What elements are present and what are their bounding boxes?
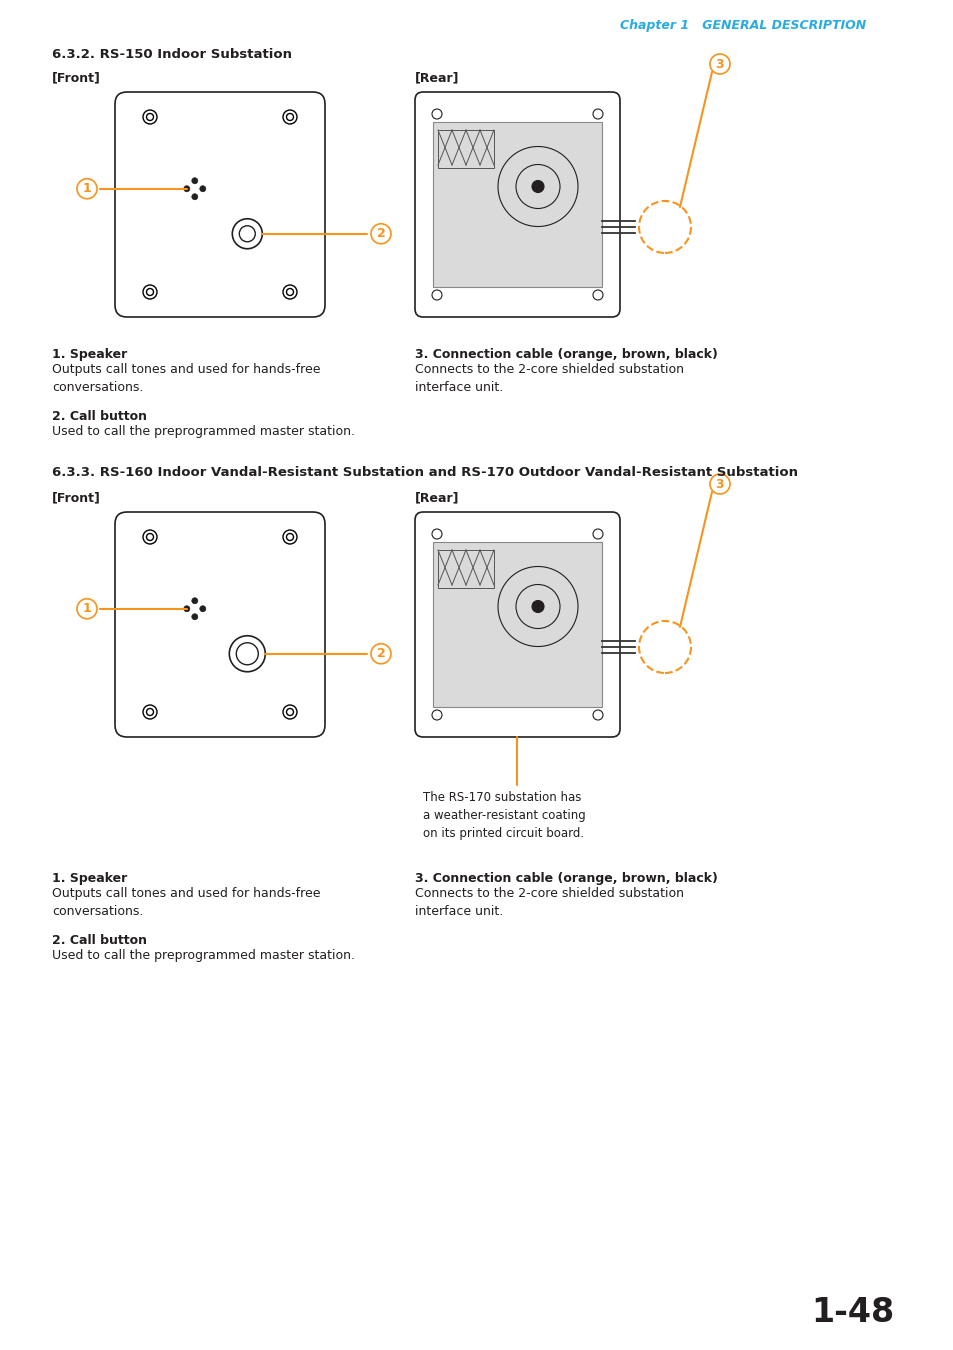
Text: 6.3.2. RS-150 Indoor Substation: 6.3.2. RS-150 Indoor Substation (52, 49, 292, 62)
Text: 1. Speaker: 1. Speaker (52, 348, 127, 360)
Text: 3. Connection cable (orange, brown, black): 3. Connection cable (orange, brown, blac… (415, 348, 717, 360)
Circle shape (192, 598, 197, 603)
Circle shape (192, 614, 197, 620)
Text: 1-48: 1-48 (811, 1296, 894, 1328)
Text: Used to call the preprogrammed master station.: Used to call the preprogrammed master st… (52, 425, 355, 437)
Text: 1: 1 (83, 602, 91, 616)
Circle shape (184, 186, 190, 192)
Circle shape (532, 181, 543, 193)
Text: [Rear]: [Rear] (415, 72, 459, 85)
Text: 1. Speaker: 1. Speaker (52, 872, 127, 886)
Circle shape (532, 601, 543, 613)
Text: Outputs call tones and used for hands-free
conversations.: Outputs call tones and used for hands-fr… (52, 887, 320, 918)
Text: 2. Call button: 2. Call button (52, 934, 147, 946)
Text: [Front]: [Front] (52, 491, 101, 505)
Text: Connects to the 2-core shielded substation
interface unit.: Connects to the 2-core shielded substati… (415, 363, 683, 394)
Bar (437, 549, 494, 589)
Circle shape (199, 186, 206, 192)
Text: The RS-170 substation has
a weather-resistant coating
on its printed circuit boa: The RS-170 substation has a weather-resi… (422, 791, 585, 840)
Text: 2: 2 (376, 647, 385, 660)
Circle shape (192, 178, 197, 184)
Circle shape (199, 606, 206, 612)
Text: 3. Connection cable (orange, brown, black): 3. Connection cable (orange, brown, blac… (415, 872, 717, 886)
Text: 3: 3 (715, 478, 723, 490)
Text: Chapter 1   GENERAL DESCRIPTION: Chapter 1 GENERAL DESCRIPTION (619, 19, 865, 31)
Text: 3: 3 (715, 58, 723, 70)
Text: 1: 1 (83, 182, 91, 196)
Text: 6.3.3. RS-160 Indoor Vandal-Resistant Substation and RS-170 Outdoor Vandal-Resis: 6.3.3. RS-160 Indoor Vandal-Resistant Su… (52, 466, 797, 478)
Text: [Rear]: [Rear] (415, 491, 459, 505)
Bar (437, 130, 494, 167)
Bar (433, 541, 601, 707)
Text: Outputs call tones and used for hands-free
conversations.: Outputs call tones and used for hands-fr… (52, 363, 320, 394)
Circle shape (192, 194, 197, 200)
Bar (433, 122, 601, 288)
Text: 2. Call button: 2. Call button (52, 410, 147, 423)
Text: [Front]: [Front] (52, 72, 101, 85)
Text: Used to call the preprogrammed master station.: Used to call the preprogrammed master st… (52, 949, 355, 963)
Text: 2: 2 (376, 227, 385, 240)
Text: Connects to the 2-core shielded substation
interface unit.: Connects to the 2-core shielded substati… (415, 887, 683, 918)
Circle shape (184, 606, 190, 612)
